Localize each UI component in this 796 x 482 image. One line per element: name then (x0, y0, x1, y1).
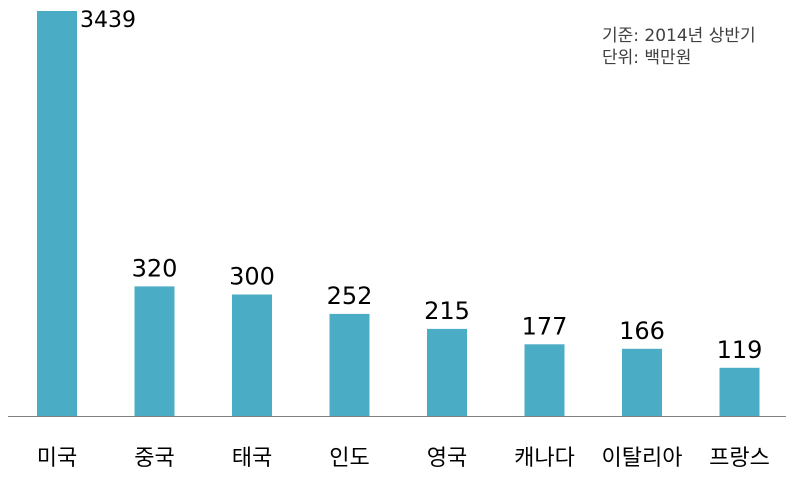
annotation-base-period: 기준: 2014년 상반기 (602, 26, 756, 46)
category-label-0: 미국 (37, 446, 77, 471)
value-label-4: 215 (424, 297, 470, 325)
bar-5 (524, 344, 565, 416)
category-label-4: 영국 (427, 446, 467, 471)
category-label-1: 중국 (134, 446, 174, 471)
bar-4 (427, 328, 467, 416)
category-label-2: 태국 (232, 446, 272, 471)
value-label-1: 320 (132, 254, 178, 282)
value-labels-group: 3439 320 300 252 215 177 166 119 (80, 8, 762, 364)
bar-1 (134, 286, 175, 416)
category-label-7: 프랑스 (709, 446, 770, 471)
value-label-2: 300 (229, 263, 275, 291)
value-label-6: 166 (619, 317, 665, 345)
value-label-3: 252 (327, 282, 373, 310)
bar-6 (622, 348, 662, 416)
annotation-unit: 단위: 백만원 (602, 48, 692, 68)
category-labels-group: 미국 중국 태국 인도 영국 캐나다 이탈리아 프랑스 (37, 446, 770, 471)
category-label-5: 캐나다 (514, 446, 575, 471)
bars-group (37, 11, 760, 416)
category-label-6: 이탈리아 (602, 446, 683, 471)
bar-3 (329, 313, 370, 416)
bar-7 (719, 367, 760, 416)
category-label-3: 인도 (329, 446, 369, 471)
value-label-7: 119 (717, 336, 763, 364)
bar-0 (37, 11, 77, 416)
value-label-0: 3439 (80, 8, 136, 33)
bar-2 (232, 294, 272, 416)
value-label-5: 177 (522, 312, 568, 340)
